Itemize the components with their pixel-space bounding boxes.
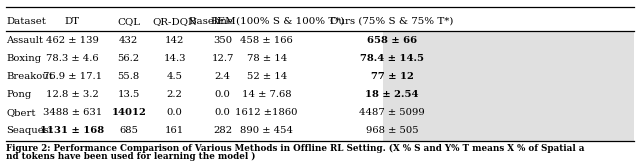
Text: 0.0: 0.0 — [215, 90, 231, 99]
Text: 52 ± 14: 52 ± 14 — [246, 72, 287, 81]
Text: 0.0: 0.0 — [215, 108, 231, 117]
Text: Pong: Pong — [6, 90, 31, 99]
Text: 14.3: 14.3 — [163, 54, 186, 63]
Text: 432: 432 — [119, 36, 138, 45]
Text: 4.5: 4.5 — [166, 72, 182, 81]
Text: 14 ± 7.68: 14 ± 7.68 — [242, 90, 291, 99]
Text: 13.5: 13.5 — [118, 90, 140, 99]
Text: 78.4 ± 14.5: 78.4 ± 14.5 — [360, 54, 424, 63]
Text: 12.7: 12.7 — [212, 54, 234, 63]
Text: 77 ± 12: 77 ± 12 — [371, 72, 413, 81]
Text: nd tokens have been used for learning the model ): nd tokens have been used for learning th… — [6, 152, 256, 161]
Text: 968 ± 505: 968 ± 505 — [366, 126, 419, 135]
Text: Ours (75% S & 75% T*): Ours (75% S & 75% T*) — [330, 17, 454, 26]
Text: 1612 ±1860: 1612 ±1860 — [236, 108, 298, 117]
Text: 458 ± 166: 458 ± 166 — [240, 36, 293, 45]
Text: 685: 685 — [119, 126, 138, 135]
Text: 18 ± 2.54: 18 ± 2.54 — [365, 90, 419, 99]
Text: REM: REM — [210, 17, 236, 26]
Text: 2.2: 2.2 — [166, 90, 182, 99]
Text: Boxing: Boxing — [6, 54, 42, 63]
Text: 56.2: 56.2 — [118, 54, 140, 63]
Text: 14012: 14012 — [111, 108, 146, 117]
Text: 76.9 ± 17.1: 76.9 ± 17.1 — [43, 72, 102, 81]
Text: 890 ± 454: 890 ± 454 — [240, 126, 293, 135]
Text: 3488 ± 631: 3488 ± 631 — [43, 108, 102, 117]
Text: 4487 ± 5099: 4487 ± 5099 — [359, 108, 425, 117]
Text: Figure 2: Performance Comparison of Various Methods in Offline RL Setting. (X % : Figure 2: Performance Comparison of Vari… — [6, 143, 585, 153]
Text: 161: 161 — [165, 126, 184, 135]
Text: Assault: Assault — [6, 36, 44, 45]
Text: 78 ± 14: 78 ± 14 — [246, 54, 287, 63]
Text: Baseline (100% S & 100% T*): Baseline (100% S & 100% T*) — [189, 17, 344, 26]
Text: 658 ± 66: 658 ± 66 — [367, 36, 417, 45]
Text: DT: DT — [65, 17, 80, 26]
Text: QR-DQN: QR-DQN — [152, 17, 197, 26]
Text: 12.8 ± 3.2: 12.8 ± 3.2 — [46, 90, 99, 99]
Text: 78.3 ± 4.6: 78.3 ± 4.6 — [46, 54, 99, 63]
Text: 462 ± 139: 462 ± 139 — [46, 36, 99, 45]
Text: 55.8: 55.8 — [118, 72, 140, 81]
Text: Dataset: Dataset — [6, 17, 46, 26]
Text: Seaquest: Seaquest — [6, 126, 53, 135]
Text: Breakout: Breakout — [6, 72, 53, 81]
Text: Qbert: Qbert — [6, 108, 36, 117]
Text: 282: 282 — [213, 126, 232, 135]
Text: 1131 ± 168: 1131 ± 168 — [40, 126, 104, 135]
Text: 2.4: 2.4 — [215, 72, 231, 81]
Bar — [383, 31, 634, 141]
Text: CQL: CQL — [117, 17, 140, 26]
Text: 142: 142 — [165, 36, 184, 45]
Text: 0.0: 0.0 — [166, 108, 182, 117]
Text: 350: 350 — [213, 36, 232, 45]
